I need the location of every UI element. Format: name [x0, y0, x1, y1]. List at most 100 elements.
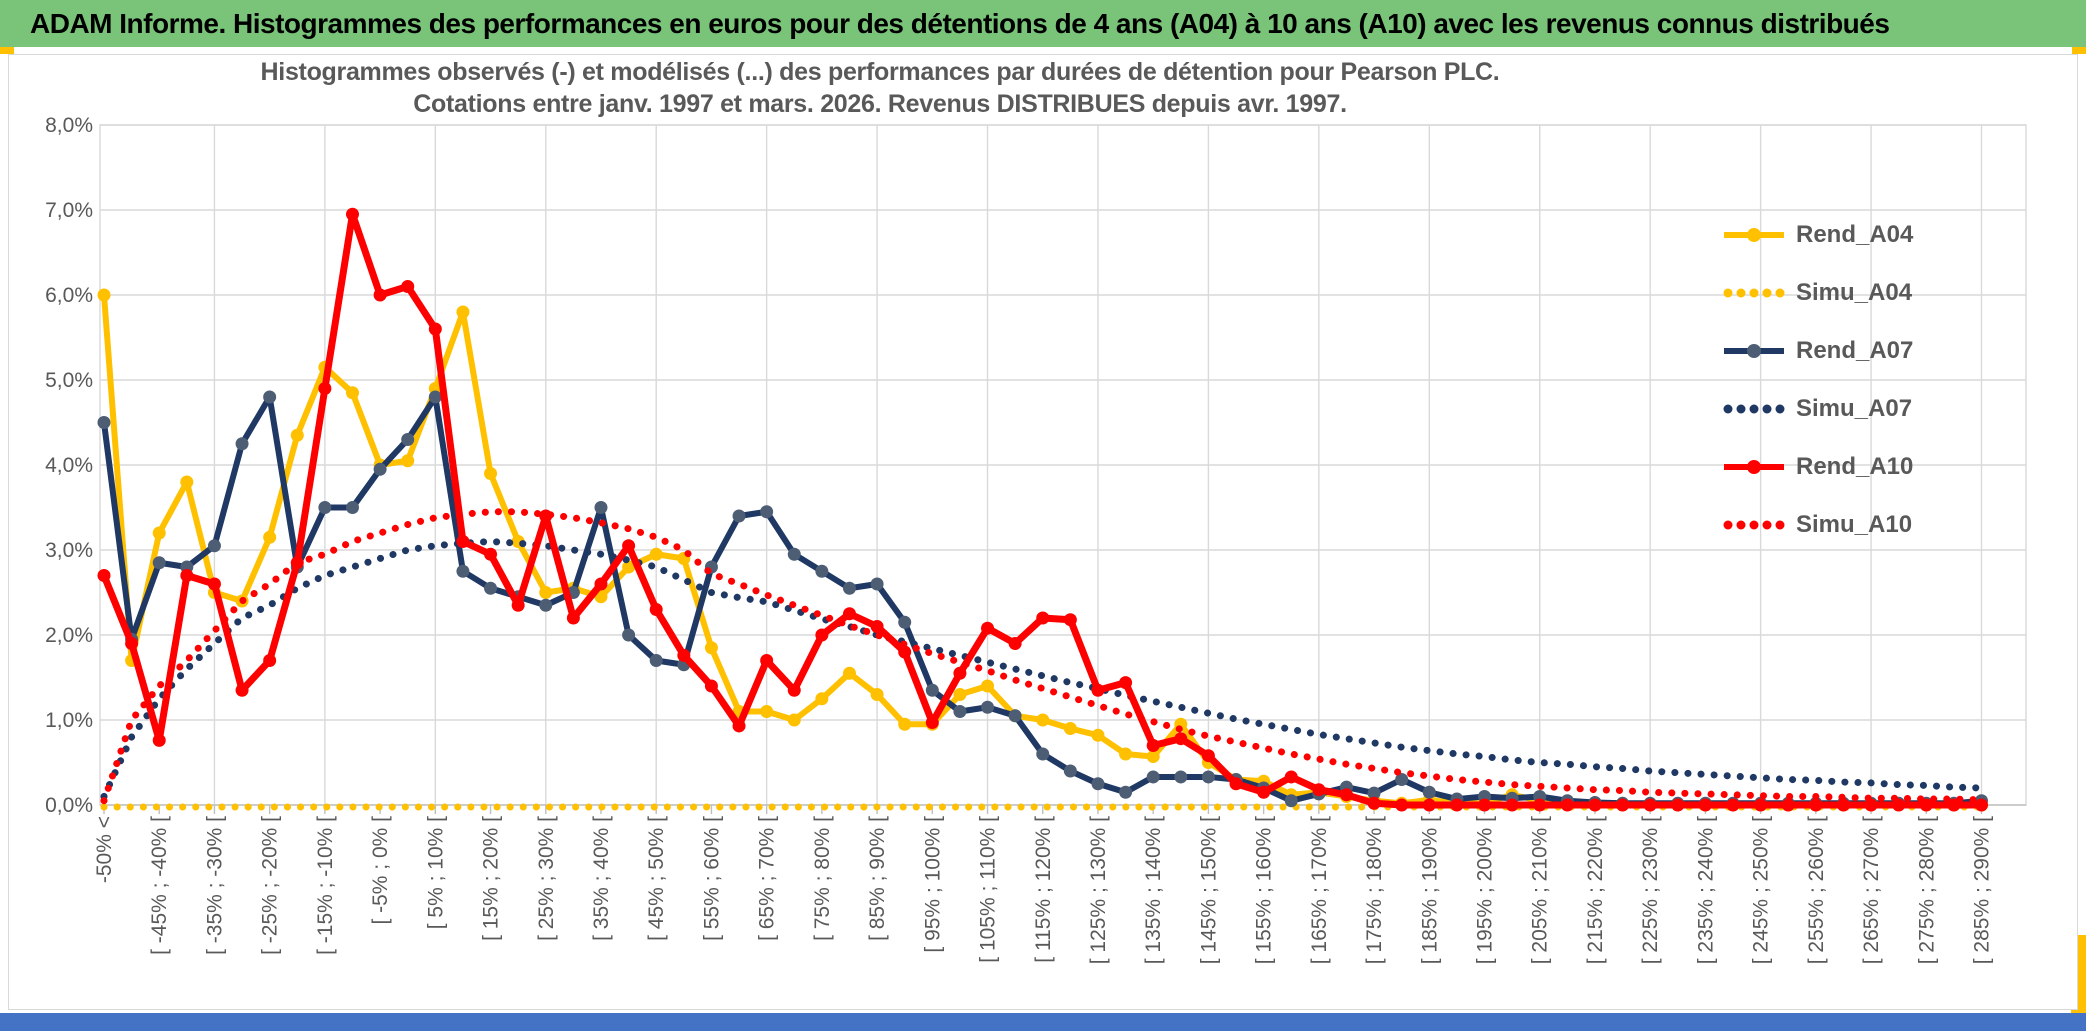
legend-item-Simu_A07[interactable]: Simu_A07	[1722, 380, 1952, 438]
marker-Rend_A07	[373, 462, 387, 476]
marker-Rend_A04	[456, 305, 470, 319]
marker-Rend_A10	[1091, 683, 1105, 697]
x-tick-label: [ 45% ; 50% [	[645, 816, 668, 941]
marker-Rend_A07	[1063, 764, 1077, 778]
marker-Rend_A10	[1754, 798, 1768, 812]
marker-Rend_A10	[1367, 796, 1381, 810]
marker-Rend_A07	[235, 437, 249, 451]
marker-Rend_A04	[152, 526, 166, 540]
marker-Rend_A07	[345, 501, 359, 514]
marker-Rend_A10	[1781, 798, 1795, 812]
x-tick-label: [ 85% ; 90% [	[866, 816, 889, 941]
x-tick-label: [ 205% ; 210% [	[1529, 816, 1552, 964]
legend-item-Rend_A07[interactable]: Rend_A07	[1722, 322, 1952, 380]
y-tick-label: 6,0%	[45, 284, 93, 307]
marker-Rend_A04	[97, 288, 111, 302]
app-header-bar: ADAM Informe. Histogrammes des performan…	[0, 0, 2086, 47]
legend-swatch-icon	[1723, 288, 1785, 298]
y-tick-label: 1,0%	[45, 709, 93, 732]
marker-Rend_A10	[1671, 798, 1685, 812]
marker-Rend_A07	[760, 505, 774, 519]
marker-Rend_A10	[898, 645, 912, 659]
marker-Rend_A10	[345, 207, 359, 221]
legend-label: Rend_A10	[1796, 453, 1914, 480]
marker-Rend_A10	[1919, 798, 1933, 812]
x-tick-label: [ 95% ; 100% [	[921, 816, 944, 953]
marker-Rend_A10	[1395, 798, 1409, 812]
y-tick-label: 0,0%	[45, 794, 93, 817]
marker-Rend_A07	[649, 654, 663, 667]
x-tick-label: [ -45% ; -40% [	[148, 816, 171, 955]
marker-Rend_A07	[1284, 794, 1298, 808]
marker-Rend_A10	[1809, 798, 1823, 812]
legend-label: Rend_A04	[1796, 221, 1914, 248]
x-tick-label: [ 185% ; 190% [	[1418, 816, 1441, 964]
marker-Rend_A10	[1478, 798, 1492, 812]
marker-Rend_A07	[263, 390, 277, 404]
marker-Rend_A04	[760, 705, 774, 718]
legend-item-Simu_A04[interactable]: Simu_A04	[1722, 264, 1952, 322]
marker-Rend_A10	[207, 577, 221, 591]
marker-Rend_A10	[263, 654, 277, 667]
marker-Rend_A04	[953, 688, 967, 701]
marker-Rend_A07	[622, 628, 636, 642]
legend-swatch-icon	[1724, 460, 1784, 474]
marker-Rend_A10	[787, 683, 801, 697]
x-tick-label: [ -15% ; -10% [	[314, 816, 337, 955]
marker-Rend_A04	[180, 475, 194, 489]
legend-swatch-icon	[1724, 344, 1784, 358]
marker-Rend_A10	[870, 620, 884, 633]
marker-Rend_A04	[981, 679, 995, 693]
x-tick-label: [ 245% ; 250% [	[1750, 816, 1773, 964]
y-tick-label: 3,0%	[45, 539, 93, 562]
marker-Rend_A10	[704, 679, 718, 693]
legend-item-Rend_A10[interactable]: Rend_A10	[1722, 438, 1952, 496]
marker-Rend_A10	[925, 716, 939, 730]
marker-Rend_A04	[649, 547, 663, 561]
marker-Rend_A04	[1063, 722, 1077, 735]
marker-Rend_A10	[1008, 637, 1022, 650]
x-tick-label: -50% <	[93, 816, 116, 883]
x-tick-label: [ 115% ; 120% [	[1032, 816, 1055, 963]
marker-Rend_A07	[732, 509, 746, 523]
marker-Rend_A04	[1036, 713, 1050, 727]
marker-Rend_A10	[622, 539, 636, 553]
marker-Rend_A07	[1119, 785, 1133, 799]
marker-Rend_A07	[97, 416, 111, 429]
marker-Rend_A07	[1146, 770, 1160, 784]
marker-Rend_A04	[842, 666, 856, 680]
marker-Rend_A10	[1505, 798, 1519, 812]
x-tick-label: [ 165% ; 170% [	[1308, 816, 1331, 964]
marker-Rend_A10	[1201, 749, 1215, 763]
marker-Rend_A10	[732, 719, 746, 733]
legend-item-Rend_A04[interactable]: Rend_A04	[1722, 206, 1952, 264]
marker-Rend_A10	[1892, 798, 1906, 812]
marker-Rend_A04	[815, 692, 829, 706]
x-tick-label: [ 235% ; 240% [	[1694, 816, 1717, 964]
legend-item-Simu_A10[interactable]: Simu_A10	[1722, 496, 1952, 554]
marker-Rend_A04	[484, 467, 498, 480]
y-tick-label: 7,0%	[45, 199, 93, 222]
marker-Rend_A04	[898, 717, 912, 731]
marker-Rend_A07	[870, 577, 884, 591]
marker-Rend_A07	[207, 539, 221, 553]
marker-Rend_A07	[428, 390, 442, 404]
marker-Rend_A10	[1975, 798, 1988, 812]
marker-Rend_A10	[180, 569, 194, 582]
marker-Rend_A10	[649, 603, 663, 616]
x-tick-label: [ 5% ; 10% [	[424, 816, 447, 929]
marker-Rend_A07	[815, 564, 829, 578]
marker-Rend_A10	[1947, 798, 1961, 812]
marker-Rend_A04	[870, 688, 884, 701]
marker-Rend_A10	[842, 607, 856, 621]
marker-Rend_A10	[981, 621, 995, 635]
marker-Rend_A10	[760, 654, 774, 667]
legend-label: Simu_A10	[1796, 511, 1913, 538]
marker-Rend_A10	[594, 577, 608, 591]
legend-swatch-icon	[1724, 228, 1784, 242]
marker-Rend_A04	[787, 713, 801, 727]
marker-Rend_A10	[1146, 739, 1160, 752]
marker-Rend_A10	[1588, 798, 1602, 812]
